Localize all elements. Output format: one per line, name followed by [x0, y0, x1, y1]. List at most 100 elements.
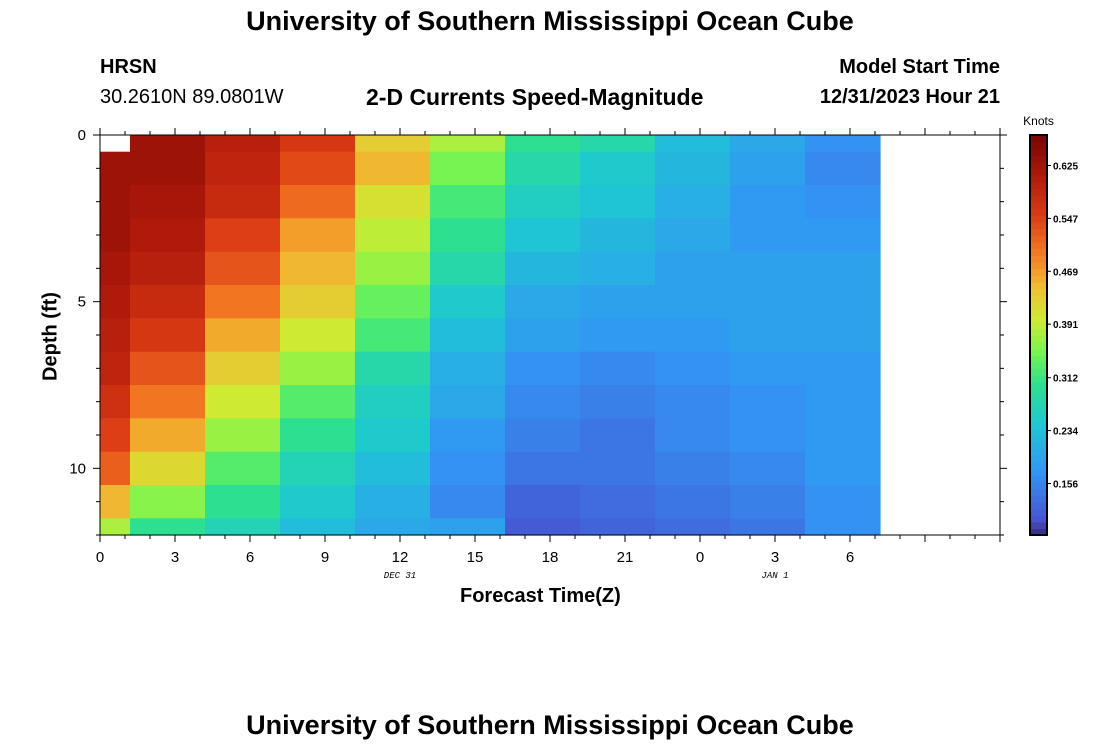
- x-axis: 0 3 6 9 12 15 18 21 0 3 6 DEC 31 JAN 1: [96, 128, 1001, 581]
- heatmap-cell: [730, 485, 806, 519]
- x-tick-label: 21: [617, 549, 634, 566]
- heatmap-cell: [730, 185, 806, 219]
- date-label: DEC 31: [384, 571, 416, 581]
- heatmap-cell: [205, 251, 281, 286]
- heatmap-cell: [430, 451, 506, 486]
- heatmap-cell: [355, 418, 431, 453]
- heatmap-cell: [130, 451, 206, 486]
- heatmap-cell: [655, 218, 731, 253]
- colorbar-segment: [1030, 408, 1047, 416]
- heatmap-cell: [100, 218, 131, 253]
- heatmap-cell: [280, 151, 356, 186]
- heatmap-cell: [505, 318, 581, 353]
- heatmap-cell: [580, 285, 656, 319]
- heatmap-cell: [805, 451, 881, 486]
- heatmap-cell: [100, 285, 131, 319]
- heatmap-cells: [100, 135, 881, 536]
- heatmap-cell: [505, 135, 581, 153]
- heatmap-cell: [580, 218, 656, 253]
- colorbar-segment: [1030, 281, 1047, 290]
- y-tick-label: 5: [78, 294, 86, 311]
- heatmap-cell: [805, 418, 881, 453]
- date-label: JAN 1: [761, 571, 788, 581]
- colorbar-segment: [1030, 401, 1047, 410]
- heatmap-cell: [205, 518, 281, 536]
- heatmap-cell: [730, 385, 806, 419]
- heatmap-cell: [205, 485, 281, 519]
- heatmap-cell: [430, 485, 506, 519]
- heatmap-cell: [355, 351, 431, 386]
- heatmap-cell: [655, 318, 731, 353]
- y-tick-label: 10: [69, 460, 86, 477]
- colorbar-segment: [1030, 441, 1047, 450]
- heatmap-cell: [355, 185, 431, 219]
- heatmap-cell: [355, 135, 431, 153]
- heatmap-cell: [730, 451, 806, 486]
- heatmap-cell: [430, 318, 506, 353]
- heatmap-cell: [100, 418, 131, 453]
- colorbar-segment: [1030, 355, 1047, 363]
- heatmap-cell: [730, 351, 806, 386]
- heatmap-cell: [280, 451, 356, 486]
- heatmap-cell: [805, 285, 881, 319]
- heatmap-cell: [130, 151, 206, 186]
- colorbar-segment: [1030, 328, 1047, 336]
- heatmap-cell: [100, 385, 131, 419]
- colorbar-segment: [1030, 175, 1047, 183]
- heatmap-cell: [205, 351, 281, 386]
- colorbar-tick-label: 0.156: [1053, 479, 1078, 490]
- station-coordinates: 30.2610N 89.0801W: [100, 86, 284, 108]
- x-tick-label: 0: [696, 549, 704, 566]
- colorbar-segment: [1030, 515, 1047, 523]
- colorbar-tick-label: 0.234: [1053, 427, 1078, 438]
- heatmap-cell: [205, 151, 281, 186]
- heatmap-cell: [430, 518, 506, 536]
- footer-title: University of Southern Mississippi Ocean…: [246, 710, 854, 740]
- colorbar-segment: [1030, 375, 1047, 383]
- heatmap-cell: [205, 218, 281, 253]
- heatmap-cell: [505, 485, 581, 519]
- heatmap-cell: [280, 418, 356, 453]
- x-tick-label: 9: [321, 549, 329, 566]
- colorbar-segment: [1030, 215, 1047, 223]
- heatmap-cell: [100, 251, 131, 286]
- heatmap-cell: [130, 385, 206, 419]
- colorbar-segment: [1030, 435, 1047, 443]
- heatmap-cell: [805, 251, 881, 286]
- colorbar-segment: [1030, 261, 1047, 270]
- heatmap-cell: [130, 135, 206, 153]
- heatmap-cell: [355, 318, 431, 353]
- heatmap-cell: [655, 151, 731, 186]
- colorbar-segment: [1030, 528, 1047, 536]
- heatmap-cell: [730, 151, 806, 186]
- heatmap-cell: [580, 135, 656, 153]
- colorbar-segment: [1030, 141, 1047, 150]
- colorbar-segment: [1030, 181, 1047, 190]
- heatmap-cell: [505, 185, 581, 219]
- heatmap-cell: [280, 385, 356, 419]
- heatmap-cell: [580, 451, 656, 486]
- colorbar-segment: [1030, 388, 1047, 396]
- colorbar-segment: [1030, 461, 1047, 470]
- station-name: HRSN: [100, 56, 157, 78]
- heatmap-cell: [130, 185, 206, 219]
- heatmap-cell: [505, 518, 581, 536]
- heatmap-cell: [505, 285, 581, 319]
- heatmap-cell: [655, 351, 731, 386]
- heatmap-cell: [205, 418, 281, 453]
- heatmap-cell: [505, 218, 581, 253]
- heatmap-cell: [100, 485, 131, 519]
- colorbar-segment: [1030, 481, 1047, 490]
- heatmap-cell: [655, 385, 731, 419]
- heatmap-cell: [505, 451, 581, 486]
- y-axis-title: Depth (ft): [39, 292, 62, 381]
- heatmap-cell: [505, 418, 581, 453]
- heatmap-cell: [130, 418, 206, 453]
- heatmap-cell: [655, 518, 731, 536]
- heatmap-cell: [205, 135, 281, 153]
- heatmap-cell: [730, 135, 806, 153]
- heatmap-cell: [730, 218, 806, 253]
- heatmap-cell: [730, 418, 806, 453]
- colorbar-segment: [1030, 301, 1047, 310]
